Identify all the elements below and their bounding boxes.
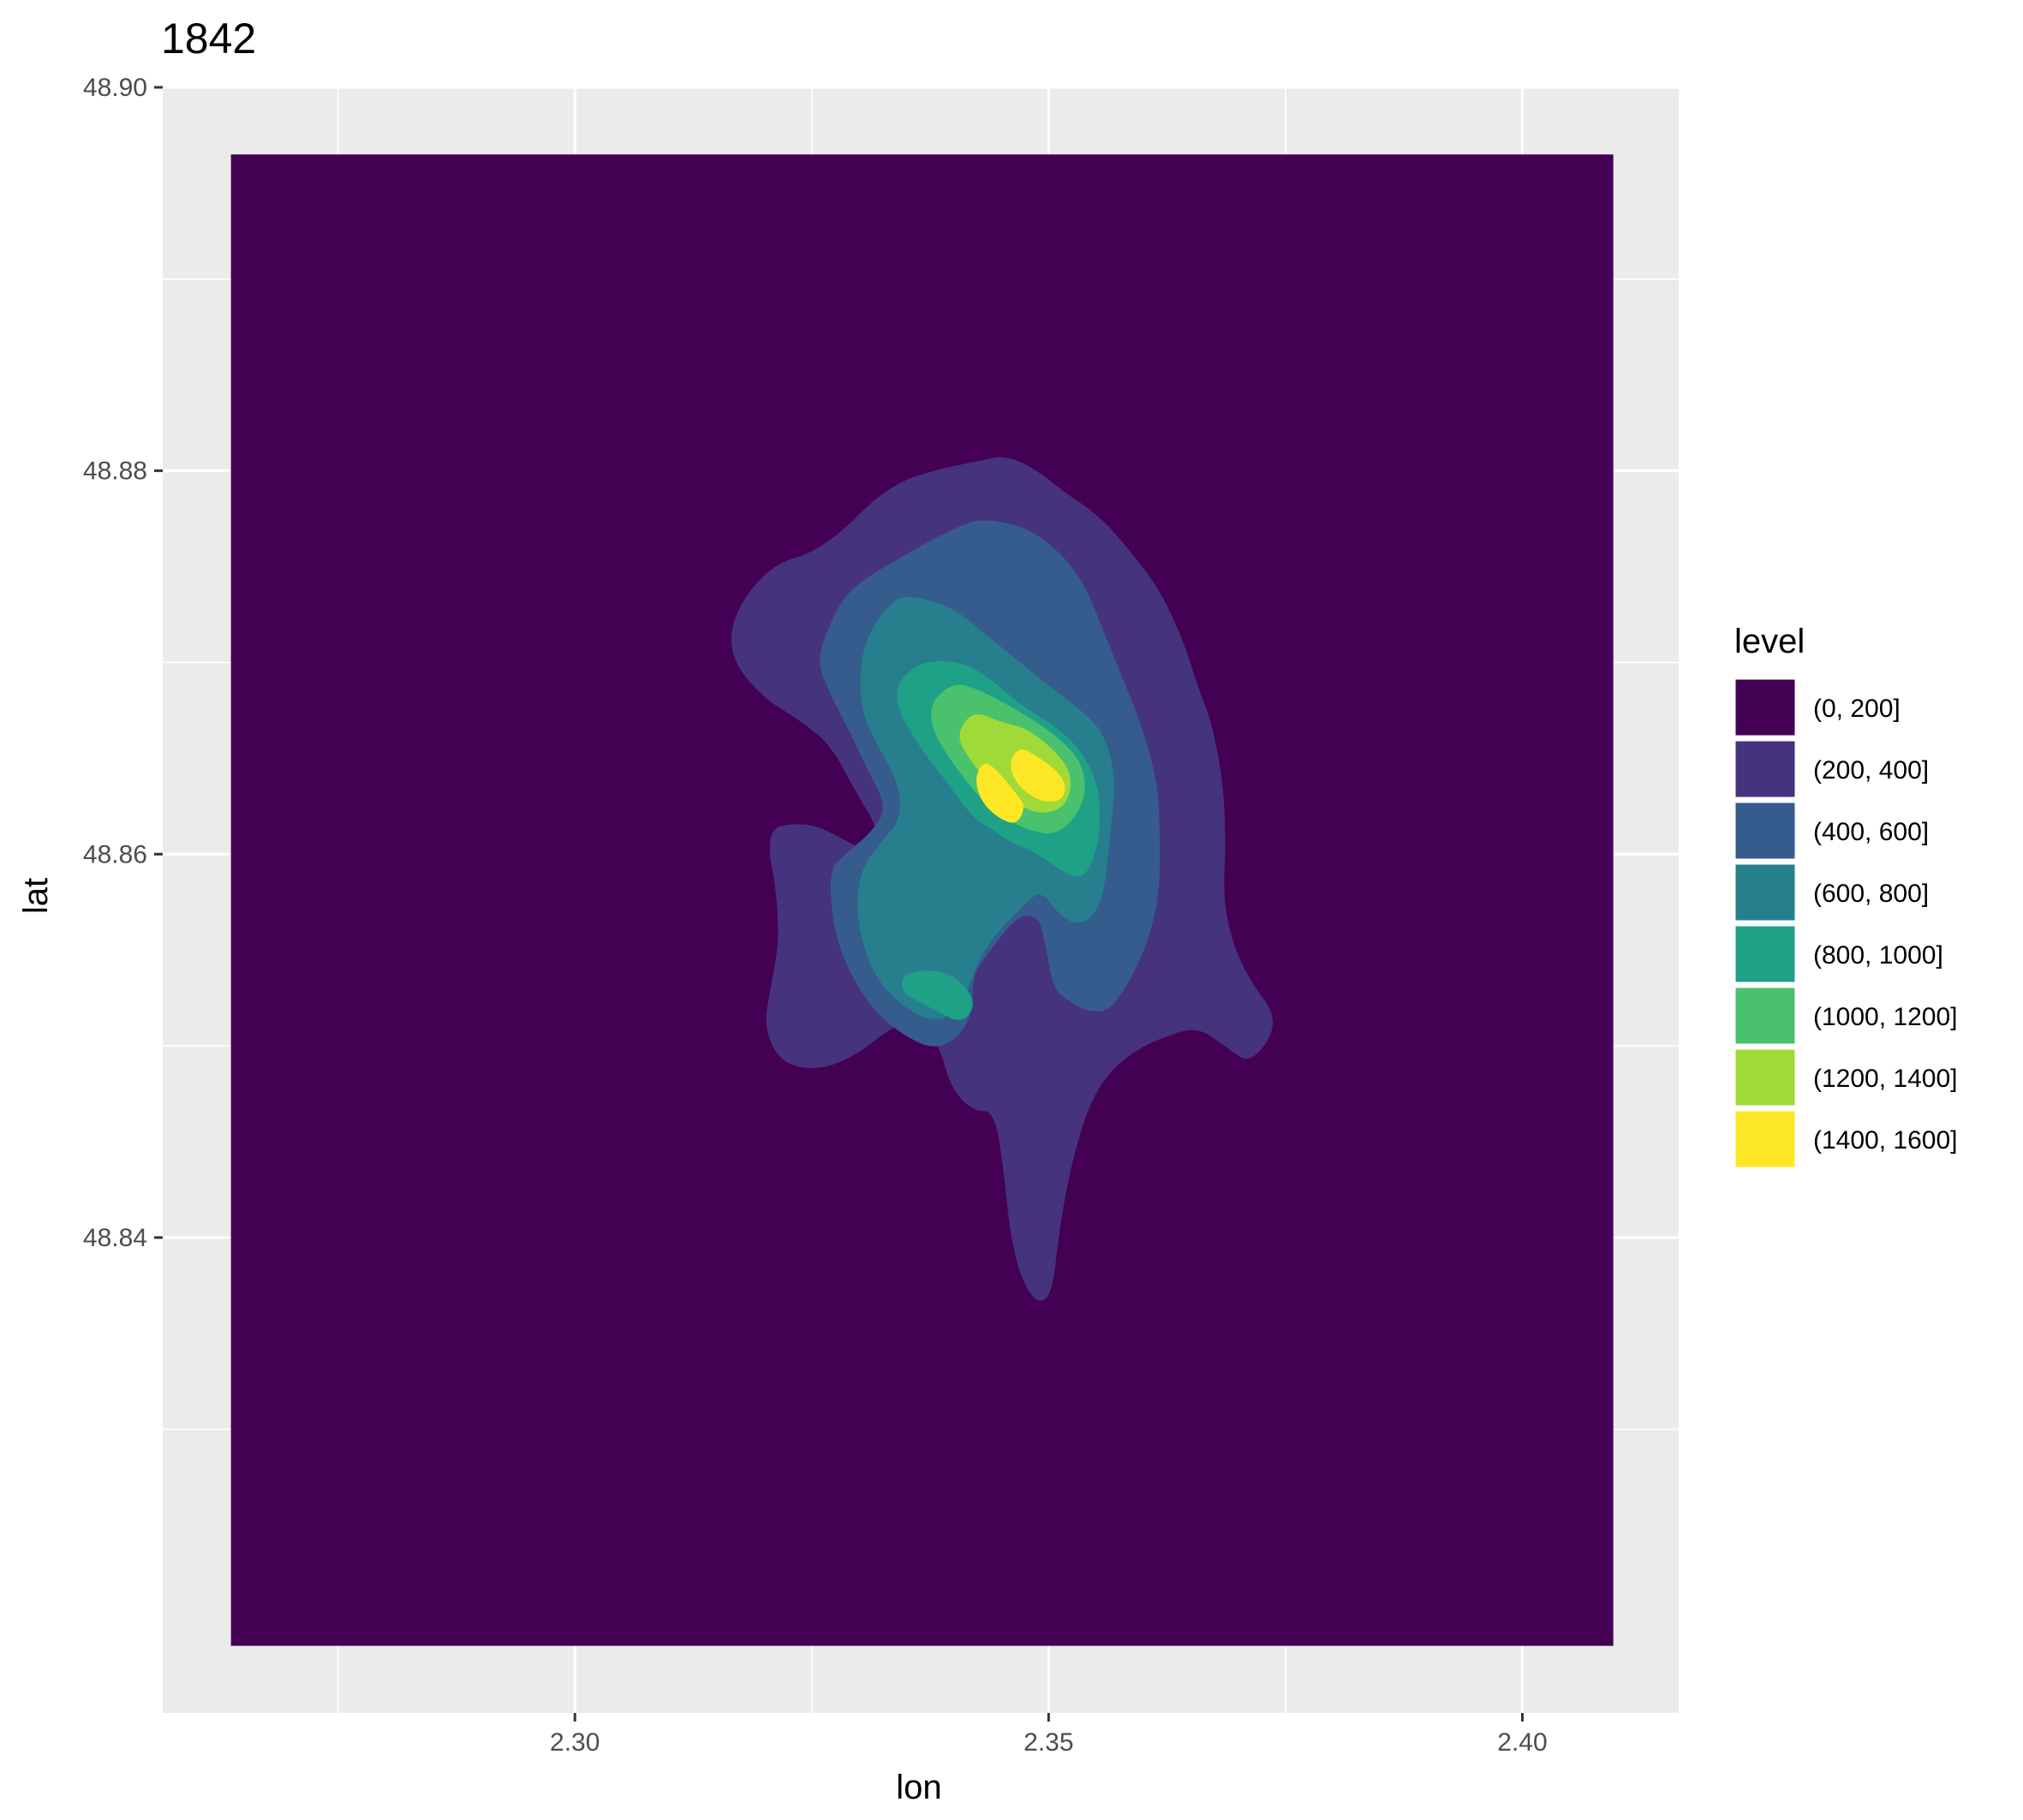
legend: level (0, 200] (200, 400] (400, 600] (600, … <box>1733 623 1957 1170</box>
x-tick-label: 2.40 <box>1497 1728 1547 1757</box>
legend-title: level <box>1734 623 1805 660</box>
legend-key-7 <box>1733 1108 1798 1170</box>
legend-label-6: (1200, 1400] <box>1813 1065 1957 1093</box>
x-tick-label: 2.35 <box>1023 1728 1073 1757</box>
legend-key-2 <box>1733 800 1798 862</box>
legend-key-5 <box>1733 985 1798 1047</box>
legend-label-7: (1400, 1600] <box>1813 1126 1957 1155</box>
y-tick-label: 48.84 <box>83 1224 147 1252</box>
contour-band-4 <box>901 970 973 1020</box>
y-axis-title: lat <box>17 878 55 914</box>
y-tick-label: 48.86 <box>83 840 147 868</box>
x-tick-label: 2.30 <box>550 1728 600 1757</box>
x-axis: 2.30 2.35 2.40 <box>550 1713 1548 1757</box>
legend-label-1: (200, 400] <box>1813 756 1929 785</box>
y-tick-label: 48.90 <box>83 74 147 102</box>
y-axis: 48.90 48.88 48.86 48.84 <box>83 74 163 1252</box>
chart-title: 1842 <box>161 15 256 63</box>
legend-label-3: (600, 800] <box>1813 880 1929 908</box>
contour-layers <box>230 154 1614 1646</box>
legend-label-2: (400, 600] <box>1813 818 1929 846</box>
legend-key-4 <box>1733 923 1798 985</box>
legend-label-0: (0, 200] <box>1813 695 1901 723</box>
contour-band-7 <box>1011 749 1065 802</box>
legend-key-3 <box>1733 862 1798 923</box>
x-axis-title: lon <box>896 1769 941 1806</box>
legend-key-0 <box>1733 677 1798 738</box>
legend-label-5: (1000, 1200] <box>1813 1003 1957 1031</box>
legend-label-4: (800, 1000] <box>1813 941 1943 970</box>
y-tick-label: 48.88 <box>83 457 147 486</box>
legend-key-6 <box>1733 1047 1798 1108</box>
contour-band-8 <box>976 763 1023 823</box>
legend-key-1 <box>1733 738 1798 800</box>
